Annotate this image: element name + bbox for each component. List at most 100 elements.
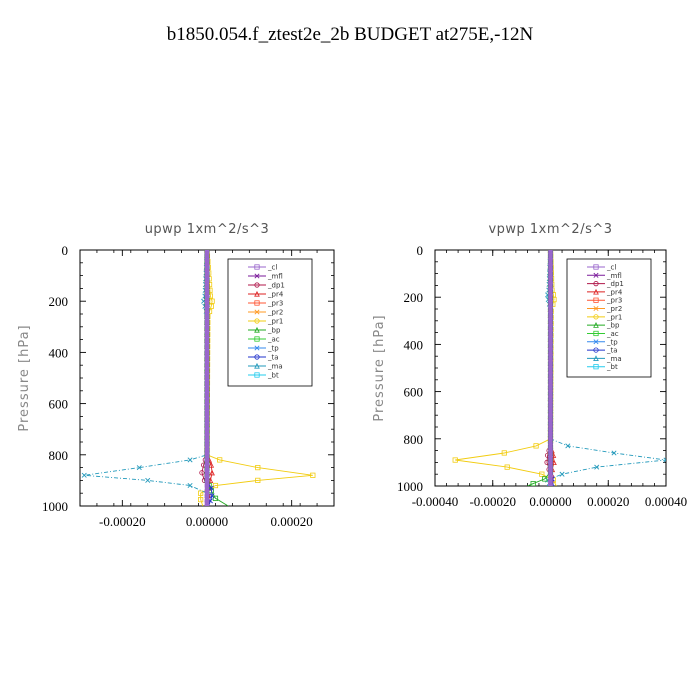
series-marker	[204, 452, 210, 457]
series-marker	[539, 471, 545, 477]
legend-marker	[593, 339, 599, 345]
series-marker	[548, 384, 553, 390]
legend-item: _pr2	[248, 309, 283, 317]
y-axis-label: Pressure [hPa]	[372, 314, 387, 421]
series-marker	[548, 257, 553, 262]
y-tick-label: 800	[404, 432, 424, 447]
legend-label: _mfl	[267, 273, 283, 281]
legend-marker	[254, 336, 260, 342]
x-tick-label: 0.00020	[587, 494, 629, 509]
legend-marker	[254, 326, 260, 333]
legend-box	[227, 258, 313, 387]
series-marker	[204, 375, 210, 381]
legend-item: _cl	[248, 264, 277, 272]
legend: _cl_mfl_dp1_pr4_pr3_pr2_pr1_bp_ac_tp_ta_…	[566, 258, 652, 378]
series-marker	[255, 477, 261, 484]
legend-item: _pr4	[587, 288, 623, 296]
series-marker	[548, 318, 553, 323]
y-tick-label: 200	[404, 290, 424, 305]
series-marker	[204, 473, 210, 478]
legend-item: _mfl	[587, 272, 622, 280]
series-marker	[204, 252, 210, 258]
series-marker	[199, 470, 205, 476]
legend-item: _cl	[587, 264, 616, 272]
legend-label: _ta	[267, 354, 279, 362]
legend-label: _ac	[267, 336, 280, 344]
legend-marker	[593, 322, 599, 328]
legend-item: _tp	[248, 345, 279, 353]
y-tick-label: 0	[62, 243, 69, 258]
legend-label: _pr4	[267, 291, 284, 299]
legend-marker	[254, 300, 260, 306]
series-marker	[452, 457, 458, 463]
series-marker	[198, 496, 204, 503]
series-marker	[559, 471, 565, 477]
legend-label: _ta	[606, 347, 618, 355]
series-marker	[548, 252, 553, 257]
series-marker	[204, 329, 210, 335]
x-tick-label: -0.00040	[412, 494, 459, 509]
series-marker	[548, 417, 553, 423]
series-ma	[81, 250, 210, 506]
legend-label: _tp	[606, 338, 618, 346]
series-marker	[594, 464, 600, 470]
legend-box	[566, 258, 652, 378]
plot-area	[81, 250, 316, 506]
series-marker	[548, 483, 553, 486]
series-marker	[548, 450, 553, 456]
series-marker	[204, 288, 210, 294]
series-marker	[198, 490, 204, 496]
series-marker	[548, 408, 553, 413]
series-marker	[204, 396, 210, 401]
series-marker	[663, 457, 666, 463]
y-tick-label: 1000	[397, 479, 423, 494]
series-marker	[548, 250, 553, 253]
series-marker	[548, 375, 553, 380]
legend-item: _bt	[587, 363, 618, 371]
series-marker	[548, 356, 553, 361]
series-marker	[204, 314, 210, 319]
plot-area	[452, 250, 666, 486]
series-marker	[548, 323, 553, 328]
series-marker	[548, 365, 553, 371]
legend-item: _bt	[248, 372, 279, 380]
series-marker	[548, 455, 553, 460]
series-marker	[204, 258, 210, 263]
series-marker	[548, 271, 553, 276]
series-marker	[212, 482, 219, 489]
panel-vpwp: vpwp 1xm^2/s^3 Pressure [hPa] 0 200 400 600…	[372, 222, 687, 509]
legend-marker	[593, 281, 599, 287]
legend-marker	[254, 264, 260, 270]
series-marker	[204, 355, 210, 360]
x-tick-label: -0.00020	[469, 494, 516, 509]
legend-marker	[254, 273, 260, 279]
legend-item: _pr4	[248, 291, 284, 299]
y-tick-label: 600	[49, 397, 69, 412]
series-marker	[204, 442, 210, 447]
series-marker	[204, 309, 210, 314]
series-marker	[565, 443, 571, 449]
legend-label: _pr1	[267, 318, 283, 326]
series-marker	[548, 398, 553, 404]
series-marker	[136, 465, 142, 471]
series-marker	[310, 472, 316, 478]
legend-item: _ma	[248, 363, 283, 371]
series-marker	[204, 488, 210, 493]
series-line	[455, 250, 557, 486]
series-marker	[548, 328, 553, 333]
series-pr1	[452, 250, 557, 486]
series-marker	[204, 283, 210, 289]
series-marker	[548, 479, 553, 484]
series-marker	[204, 386, 210, 391]
legend-marker	[593, 306, 599, 312]
series-marker	[204, 421, 210, 427]
series-marker	[209, 298, 215, 304]
legend-item: _ta	[587, 347, 618, 355]
series-marker	[204, 293, 210, 299]
legend-item: _pr1	[587, 313, 622, 321]
legend-label: _cl	[606, 264, 616, 272]
legend-marker	[254, 345, 260, 351]
legend-marker	[593, 288, 599, 295]
y-tick-label: 800	[49, 448, 69, 463]
legend-item: _tp	[587, 338, 618, 346]
